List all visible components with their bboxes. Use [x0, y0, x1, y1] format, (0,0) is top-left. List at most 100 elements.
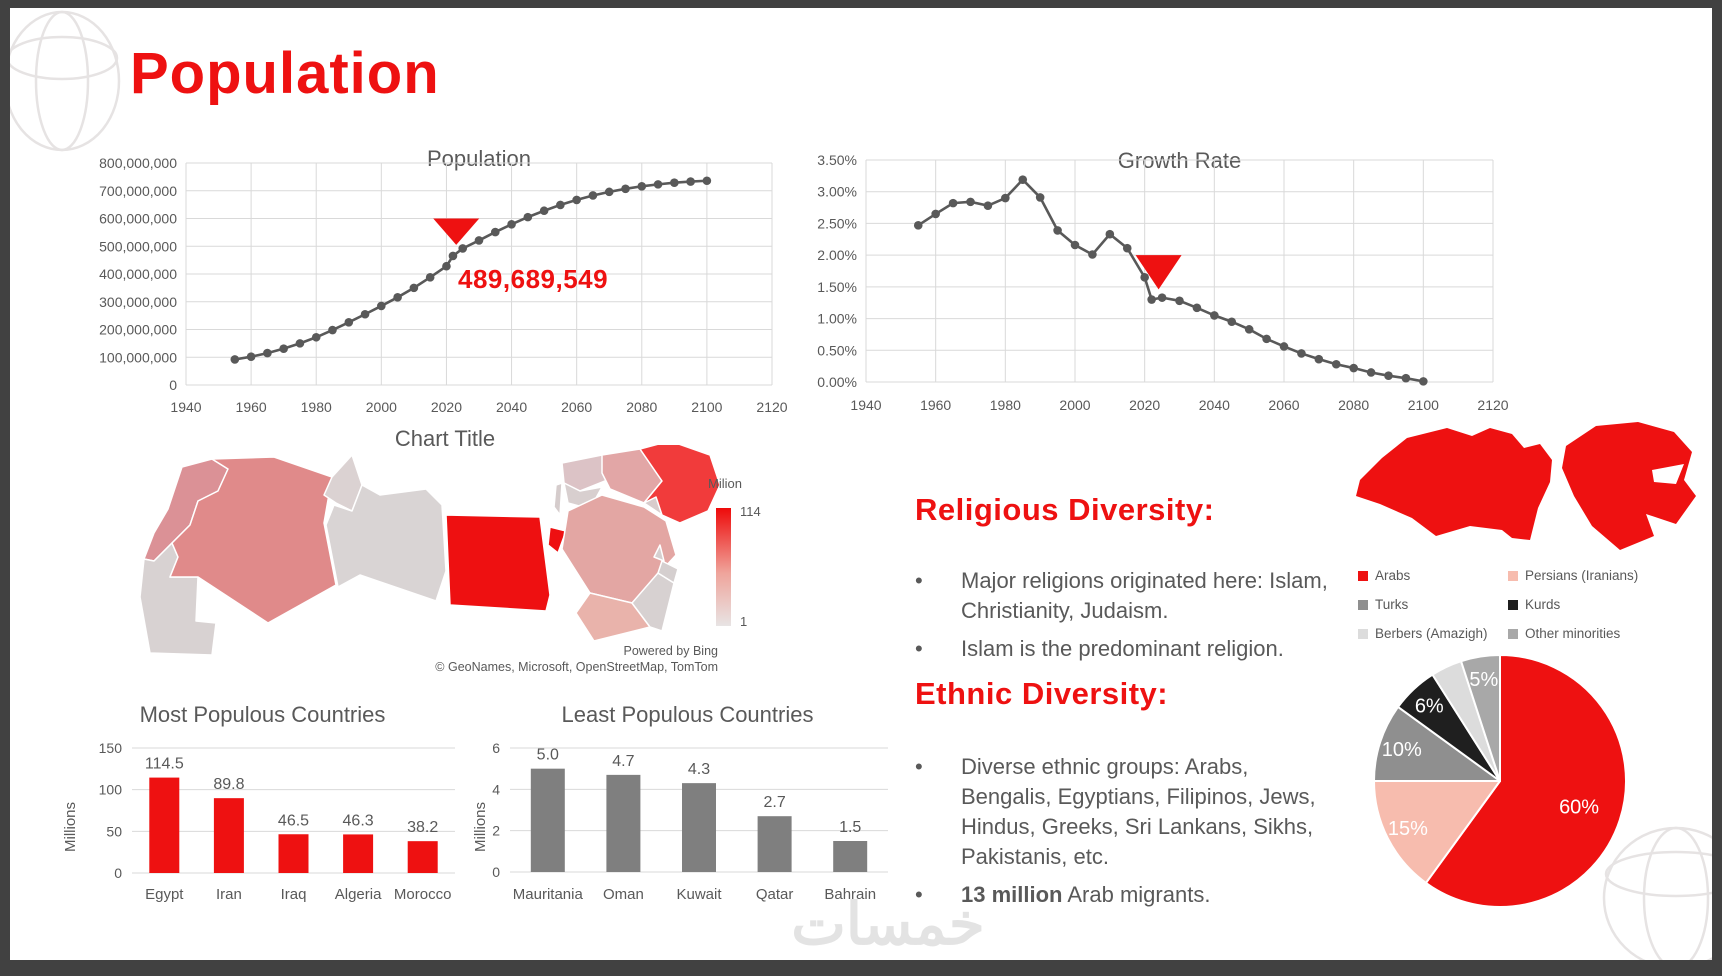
- data-point: [1035, 193, 1045, 202]
- bar: [833, 841, 868, 872]
- data-point: [523, 212, 533, 222]
- x-tick-label: 2080: [626, 399, 657, 415]
- data-point: [1297, 349, 1306, 358]
- x-category-label: Oman: [603, 886, 644, 903]
- data-point: [1314, 354, 1324, 364]
- bullet-text: Diverse ethnic groups: Arabs, Bengalis, …: [961, 754, 1316, 869]
- legend-label: Persians (Iranians): [1525, 568, 1639, 583]
- map-country-lebanon: [553, 482, 563, 516]
- x-tick-label: 1960: [920, 397, 951, 413]
- pie-slice-other-minorities: [1460, 654, 1501, 782]
- x-tick-label: 2040: [496, 399, 527, 415]
- x-tick-label: 2080: [1338, 397, 1369, 413]
- x-category-label: Qatar: [756, 886, 794, 903]
- ethnic-groups-pie-chart: 60% 15% 10% 6% 5%: [1373, 654, 1627, 908]
- map-country-uae: [657, 560, 679, 584]
- bullet-item: Islam is the predominant religion.: [915, 634, 1330, 664]
- map-country-saudi-arabia: [561, 494, 677, 604]
- bullet-text: 13 million Arab migrants.: [961, 880, 1330, 910]
- y-tick-label: 500,000,000: [99, 238, 177, 254]
- data-point: [686, 177, 695, 186]
- data-point: [1384, 371, 1393, 380]
- y-tick-label: 200,000,000: [99, 322, 177, 338]
- map-attribution-bing: Powered by Bing: [623, 644, 718, 658]
- bar: [343, 834, 374, 873]
- x-tick-label: 1940: [850, 397, 881, 413]
- data-point: [913, 221, 923, 230]
- x-tick-label: 2120: [756, 399, 787, 415]
- y-tick-label: 3.00%: [817, 184, 857, 200]
- x-tick-label: 2020: [1129, 397, 1160, 413]
- map-legend-min: 1: [740, 614, 748, 629]
- pie-legend-item: Berbers (Amazigh): [1358, 626, 1504, 641]
- data-point: [1331, 359, 1341, 369]
- data-point: [539, 206, 549, 216]
- x-tick-label: 2100: [1408, 397, 1439, 413]
- annotation-triangle-icon: [433, 218, 480, 245]
- data-point: [377, 301, 386, 311]
- bullet-item: Major religions originated here: Islam, …: [915, 566, 1330, 626]
- x-category-label: Kuwait: [676, 886, 722, 903]
- data-point: [1349, 363, 1358, 373]
- map-country-egypt: [445, 514, 551, 612]
- bullet-text: Islam is the predominant religion.: [961, 636, 1284, 661]
- legend-swatch-icon: [1508, 628, 1518, 639]
- x-tick-label: 2020: [431, 399, 462, 415]
- pie-legend-item: Persians (Iranians): [1508, 568, 1710, 583]
- legend-label: Other minorities: [1525, 626, 1621, 641]
- y-tick-label: 150: [99, 740, 123, 756]
- y-tick-label: 6: [492, 740, 500, 756]
- pie-legend: Arabs Persians (Iranians) Turks Kurds Berber…: [1358, 568, 1710, 641]
- legend-swatch-icon: [1358, 599, 1368, 610]
- data-point: [572, 195, 581, 205]
- x-category-label: Morocco: [394, 886, 452, 903]
- bullet-icon: [915, 880, 961, 910]
- bar-value-label: 46.3: [343, 812, 374, 829]
- bullet-item: Diverse ethnic groups: Arabs, Bengalis, …: [915, 752, 1330, 872]
- bar: [149, 777, 180, 873]
- legend-label: Turks: [1375, 597, 1409, 612]
- bar-value-label: 2.7: [763, 794, 785, 811]
- map-country-libya: [325, 484, 447, 602]
- growth-rate-line-chart: 1940 1960 1980 2000 2020 2040 2060 2080 2100 2120…: [817, 152, 1508, 413]
- pie-slice-arabs: [1424, 654, 1627, 908]
- pie-slice-persians-iranians-: [1373, 780, 1501, 884]
- bold-text: 13 million: [961, 882, 1063, 907]
- legend-label: Kurds: [1525, 597, 1561, 612]
- legend-label: Arabs: [1375, 568, 1411, 583]
- data-point: [1192, 303, 1202, 313]
- x-tick-label: 1940: [170, 399, 201, 415]
- data-point: [263, 348, 272, 358]
- x-tick-label: 2100: [691, 399, 722, 415]
- religious-diversity-bullets: Major religions originated here: Islam, …: [915, 566, 1330, 672]
- map-legend-title: Milion: [708, 476, 742, 491]
- y-tick-label: 4: [492, 781, 500, 797]
- data-point: [948, 198, 958, 208]
- data-point: [409, 283, 419, 293]
- mena-silhouette-west: [1356, 428, 1552, 540]
- data-point: [1018, 175, 1028, 184]
- bullet-item: 13 million Arab migrants.: [915, 880, 1330, 910]
- bar-value-label: 38.2: [407, 819, 438, 836]
- data-point: [507, 220, 516, 229]
- legend-swatch-icon: [1508, 599, 1518, 610]
- x-tick-label: 2000: [1059, 397, 1090, 413]
- x-tick-label: 1980: [301, 399, 332, 415]
- data-point: [931, 209, 940, 219]
- data-point: [279, 344, 288, 353]
- data-point: [1366, 368, 1376, 377]
- map-country-sinai: [547, 526, 567, 554]
- pie-slice-label: 10%: [1382, 739, 1422, 761]
- bullet-icon: [915, 752, 961, 872]
- map-country-syria: [561, 454, 611, 492]
- pie-legend-item: Other minorities: [1508, 626, 1710, 641]
- pie-legend-item: Arabs: [1358, 568, 1504, 583]
- y-tick-label: 300,000,000: [99, 294, 177, 310]
- data-point: [1244, 325, 1254, 334]
- x-tick-label: 2060: [561, 399, 592, 415]
- data-point: [1210, 311, 1219, 320]
- data-line: [917, 177, 1424, 383]
- map-chart-title: Chart Title: [394, 426, 496, 451]
- data-point: [588, 191, 598, 200]
